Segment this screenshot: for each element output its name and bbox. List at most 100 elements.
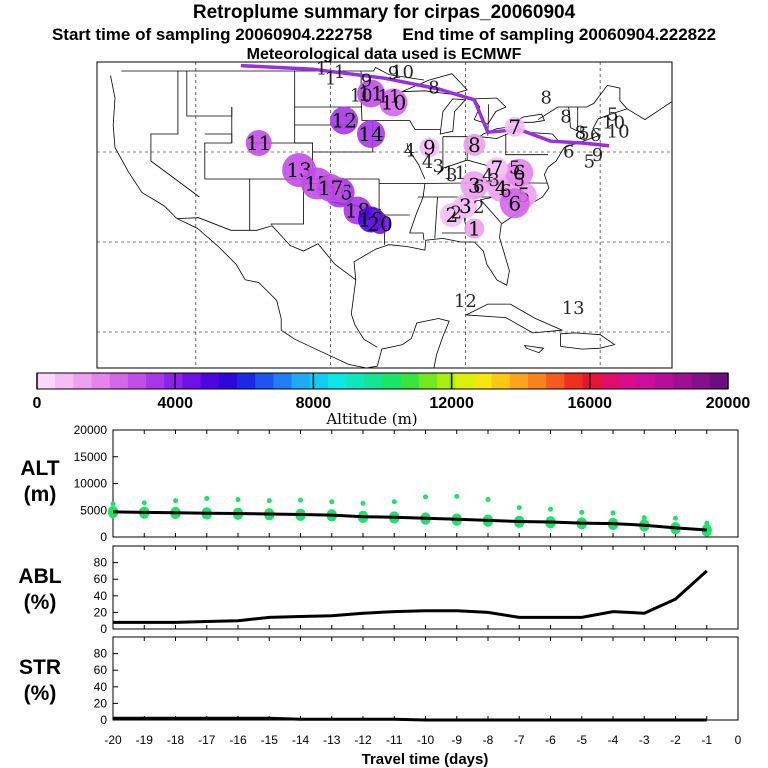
- panel-frame: [112, 636, 739, 721]
- colorbar-swatch: [600, 373, 620, 389]
- state-boundary: [417, 196, 502, 224]
- x-tick-label: -13: [323, 733, 341, 747]
- lake-ontario: [511, 113, 545, 123]
- trajectory-day-label: 6: [563, 141, 574, 162]
- lake-superior: [401, 73, 468, 95]
- trajectory-day-label: 1: [325, 69, 336, 90]
- trajectory-day-label: 4: [482, 166, 493, 187]
- colorbar-swatch: [273, 373, 293, 389]
- particle-cluster-label: 14: [358, 122, 383, 146]
- panel-frame: [112, 545, 739, 630]
- y-tick-label: 10000: [74, 477, 108, 491]
- x-tick-label: -17: [198, 733, 216, 747]
- colorbar-swatch: [691, 373, 711, 389]
- y-axis-label: (m): [24, 483, 57, 506]
- trajectory-day-label: 10: [350, 86, 373, 107]
- x-tick-label: -3: [639, 733, 650, 747]
- trajectory-day-label: 8: [540, 87, 551, 108]
- x-tick-label: -2: [670, 733, 681, 747]
- y-axis-label: (%): [24, 591, 57, 614]
- altitude-particle-top: [266, 498, 272, 504]
- y-tick-label: 20: [94, 696, 108, 710]
- x-tick-label: -16: [229, 733, 247, 747]
- colorbar-swatch: [491, 373, 511, 389]
- colorbar-label: Altitude (m): [325, 410, 417, 428]
- particle-cluster-20: [370, 214, 391, 234]
- particle-cluster-12: [330, 106, 359, 135]
- colorbar-swatch: [437, 373, 456, 389]
- colorbar-swatch: [91, 373, 111, 389]
- y-tick-label: 20: [94, 605, 108, 619]
- colorbar-swatch: [127, 373, 147, 389]
- trajectory-line: [240, 63, 610, 148]
- state-boundary: [568, 106, 585, 135]
- particle-cluster-7: [485, 157, 508, 180]
- altitude-particle-top: [610, 510, 616, 516]
- series-line-abl: [113, 569, 708, 624]
- altitude-particle-top: [454, 493, 460, 499]
- trajectory-day-label: 9: [592, 145, 603, 166]
- trajectory-day-label: 5: [607, 105, 618, 126]
- colorbar-swatch: [473, 373, 493, 389]
- y-tick-label: 80: [94, 647, 108, 661]
- particle-cluster-3: [460, 171, 489, 200]
- colorbar-swatch: [109, 373, 129, 389]
- y-axis-label: ALT: [20, 457, 59, 480]
- particle-cluster-6: [505, 158, 534, 187]
- trajectory-day-label: 9: [361, 70, 372, 91]
- trajectory-day-label: 10: [602, 113, 625, 134]
- canada-border: [121, 66, 425, 81]
- particle-cluster-label: 1: [468, 217, 481, 241]
- x-tick-label: -14: [292, 733, 310, 747]
- x-tick-label: -15: [261, 733, 279, 747]
- colorbar-swatch: [146, 373, 165, 389]
- y-tick-label: 0: [100, 713, 107, 727]
- y-axis-label: ABL: [18, 565, 61, 588]
- particle-cluster-label: 12: [331, 109, 356, 133]
- x-tick-label: -4: [608, 733, 619, 747]
- state-boundary: [186, 71, 233, 117]
- particle-cluster-label: 11: [246, 131, 271, 155]
- x-tick-label: -12: [354, 733, 372, 747]
- particle-cluster-6: [499, 188, 530, 219]
- state-boundary: [379, 183, 426, 241]
- mexico-border: [176, 217, 357, 281]
- series-line-str: [113, 716, 707, 722]
- particle-cluster-label: 7: [508, 115, 521, 139]
- y-axis-label: STR: [19, 656, 61, 679]
- colorbar-swatch: [509, 373, 529, 389]
- particle-cluster-11: [245, 130, 272, 156]
- y-tick-label: 5000: [80, 503, 107, 517]
- colorbar-swatch: [400, 373, 420, 389]
- particle-cluster-11: [357, 79, 386, 108]
- trajectory-day-label: 4: [404, 141, 415, 162]
- particle-cluster-1: [464, 218, 485, 239]
- particle-cluster-7: [504, 116, 525, 137]
- colorbar-swatch: [346, 373, 365, 389]
- y-tick-label: 15000: [74, 450, 108, 464]
- x-tick-label: -8: [483, 733, 494, 747]
- trajectory-day-label: 5: [509, 158, 520, 179]
- altitude-particle-top: [548, 506, 553, 512]
- trajectory-day-label: 8: [428, 78, 439, 99]
- altitude-particle-top: [516, 505, 522, 511]
- colorbar-tick-label: 8000: [296, 395, 332, 412]
- x-tick-label: -1: [701, 733, 712, 747]
- trajectory-day-label: 2: [451, 203, 462, 224]
- state-boundary: [150, 71, 200, 198]
- colorbar-swatch: [582, 373, 602, 389]
- trajectory-day-label: 3: [488, 170, 499, 191]
- trajectory-day-label: 2: [473, 197, 484, 218]
- particle-cluster-label: 20: [367, 212, 392, 236]
- altitude-particle-top: [298, 497, 303, 503]
- x-tick-label: -11: [386, 733, 403, 747]
- trajectory-track: [240, 63, 610, 148]
- y-tick-label: 0: [100, 530, 107, 544]
- trajectory-day-label: 6: [500, 181, 511, 202]
- trajectory-day-label: 11: [378, 87, 401, 108]
- altitude-particle-top: [173, 498, 178, 504]
- colorbar-swatch: [418, 373, 438, 389]
- state-boundary: [406, 142, 426, 180]
- trajectory-day-label: 8: [560, 106, 571, 127]
- x-tick-label: -5: [576, 733, 587, 747]
